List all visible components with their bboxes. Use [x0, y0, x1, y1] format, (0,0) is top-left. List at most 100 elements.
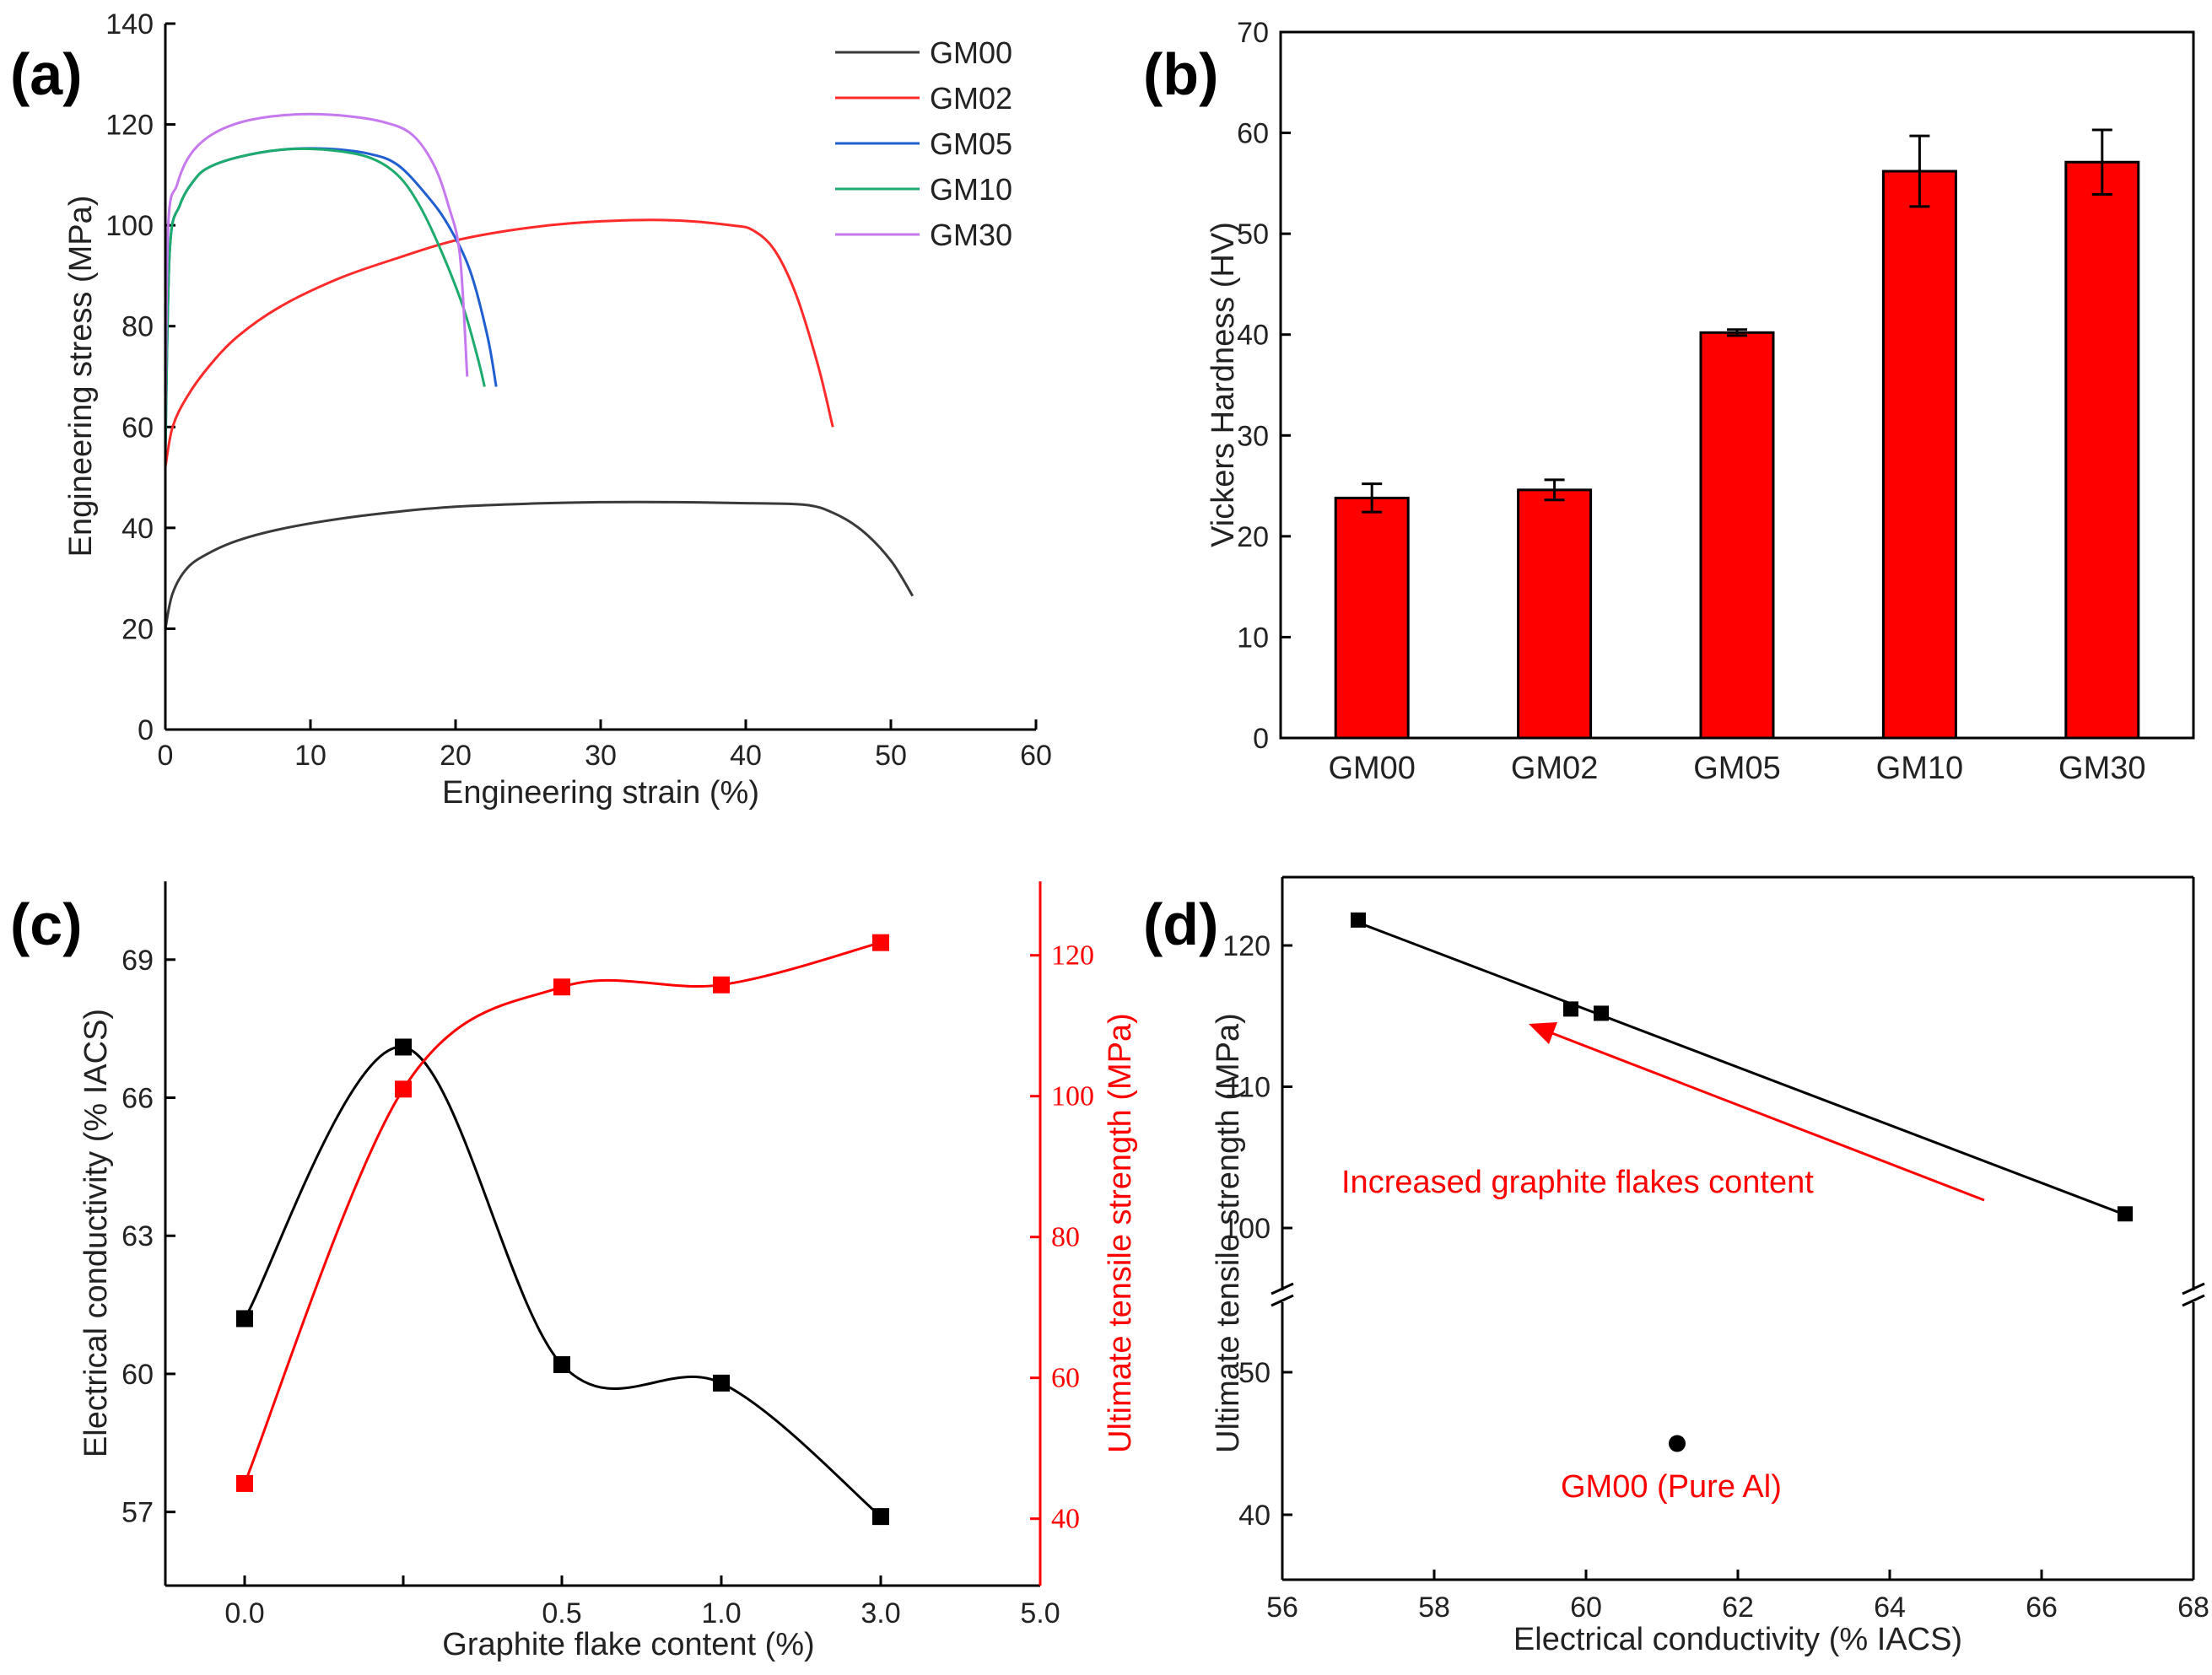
panel-c-ticks: 0.0 0.5 1.0 3.0 5.0 57 60 63 66 69 40 60 80 100 120 — [121, 940, 1094, 1629]
panel-b-ytick-label: 0 — [1253, 723, 1269, 755]
panel-c-marker-uts — [553, 978, 570, 996]
panel-d-ytick-label: 50 — [1238, 1357, 1271, 1389]
panel-d-marker-composite — [2118, 1206, 2133, 1222]
panel-c-label: (c) — [10, 891, 83, 957]
panel-d-xtick-label: 66 — [2026, 1592, 2058, 1624]
panel-b-frame — [1279, 30, 2195, 740]
panel-d: (d) 56 58 60 62 64 66 68 100 110 120 40 50 Electric… — [1143, 875, 2209, 1657]
panel-c-ylabel: Electrical conductivity (% IACS) — [78, 1009, 114, 1457]
panel-b-bar-gm10 — [1881, 170, 1957, 740]
panel-d-xtick-label: 60 — [1570, 1592, 1602, 1624]
panel-a-xtick-label: 10 — [294, 740, 326, 772]
panel-a-ytick-label: 40 — [121, 513, 154, 545]
panel-c-xtick-label: 0.5 — [542, 1597, 581, 1629]
panel-b-bars — [1334, 128, 2140, 740]
panel-a-legend-label-gm05: GM05 — [930, 127, 1012, 161]
panel-a-xtick-label: 30 — [585, 740, 617, 772]
panel-d-marker-composite — [1594, 1005, 1609, 1021]
panel-a-label: (a) — [10, 41, 83, 107]
panel-b-category-label: GM02 — [1511, 751, 1598, 786]
panel-a-xlabel: Engineering strain (%) — [442, 775, 759, 811]
panel-d-marker-composite — [1563, 1001, 1578, 1017]
panel-a-ticks: 0 10 20 30 40 50 60 0 20 40 60 80 100 120 140 — [105, 8, 1052, 772]
panel-c-ytick-right-label: 120 — [1051, 940, 1094, 972]
panel-d-ytick-label: 100 — [1222, 1213, 1271, 1245]
panel-d-marker-composite — [1351, 912, 1366, 928]
panel-c-lines — [236, 934, 889, 1526]
panel-a-xtick-label: 20 — [440, 740, 472, 772]
panel-c-marker-uts — [395, 1080, 412, 1098]
panel-b-bar-gm05 — [1699, 331, 1775, 740]
panel-d-ytick-label: 40 — [1238, 1500, 1271, 1532]
panel-c-ytick-label: 66 — [121, 1083, 154, 1115]
panel-d-ytick-label: 120 — [1222, 930, 1271, 962]
panel-c: (c) 0.0 0.5 1.0 3.0 5.0 57 60 63 66 69 40 60 80 100 12… — [10, 881, 1138, 1662]
panel-d-xtick-label: 58 — [1418, 1592, 1450, 1624]
panel-a-legend: GM00 GM02 GM05 GM10 GM30 — [835, 35, 1012, 252]
panel-a-legend-label-gm00: GM00 — [930, 35, 1012, 70]
panel-b-ytick-label: 70 — [1237, 17, 1269, 49]
panel-c-series-line-conductivity — [243, 1045, 882, 1518]
panel-a-ytick-label: 140 — [105, 8, 154, 40]
panel-c-ytick-label: 63 — [121, 1220, 154, 1252]
panel-c-ytick-right-label: 60 — [1051, 1363, 1080, 1394]
panel-a-ylabel: Engineering stress (MPa) — [63, 196, 99, 557]
panel-c-marker-conductivity — [553, 1356, 570, 1374]
panel-c-ytick-label: 57 — [121, 1497, 154, 1529]
panel-c-ytick-label: 69 — [121, 945, 154, 977]
panel-b-bar-gm30 — [2064, 160, 2140, 740]
panel-b-ytick-label: 60 — [1237, 118, 1269, 150]
panel-c-ytick-right-label: 100 — [1051, 1081, 1094, 1112]
panel-a-ytick-label: 100 — [105, 210, 154, 242]
panel-b-category-label: GM05 — [1693, 751, 1780, 786]
panel-b-bar-gm00 — [1334, 496, 1410, 740]
panel-c-series-line-uts — [243, 941, 882, 1484]
panel-d-arrow-head — [1529, 1022, 1557, 1044]
panel-c-xtick-label: 1.0 — [701, 1597, 741, 1629]
panel-d-fit-line — [1357, 921, 2126, 1216]
panel-a-series-gm02 — [164, 218, 834, 468]
panel-a-ytick-label: 120 — [105, 110, 154, 142]
panel-b-category-label: GM30 — [2058, 751, 2145, 786]
panel-c-xtick-label: 0.0 — [224, 1597, 264, 1629]
panel-a-lines — [164, 112, 914, 629]
panel-d-ticks: 56 58 60 62 64 66 68 100 110 120 40 50 — [1222, 930, 2209, 1624]
panel-d-ytick-label: 110 — [1225, 1072, 1271, 1104]
panel-a-ytick-label: 80 — [121, 311, 154, 343]
panel-a-legend-label-gm02: GM02 — [930, 81, 1012, 116]
panel-d-xtick-label: 62 — [1722, 1592, 1754, 1624]
panel-a-series-gm30 — [164, 112, 469, 428]
panel-d-ylabel: Ultimate tensile strength (MPa) — [1211, 1013, 1246, 1453]
panel-c-marker-conductivity — [872, 1508, 889, 1526]
panel-b-ylabel: Vickers Hardness (HV) — [1206, 222, 1241, 547]
panel-a: (a) 0 10 20 30 40 50 60 0 20 40 60 80 100 120 140 Engi… — [10, 8, 1052, 811]
panel-a-ytick-label: 20 — [121, 613, 154, 645]
panel-d-xlabel: Electrical conductivity (% IACS) — [1513, 1622, 1962, 1657]
panel-c-marker-conductivity — [236, 1310, 253, 1328]
panel-a-xtick-label: 60 — [1020, 740, 1052, 772]
panel-a-xtick-label: 40 — [730, 740, 762, 772]
panel-c-ytick-right-label: 40 — [1051, 1504, 1080, 1535]
panel-b-ytick-label: 40 — [1237, 320, 1269, 352]
panel-a-series-gm10 — [164, 147, 486, 453]
panel-c-ytick-right-label: 80 — [1051, 1222, 1080, 1253]
panel-d-xtick-label: 56 — [1266, 1592, 1298, 1624]
panel-b-ytick-label: 20 — [1237, 521, 1269, 553]
panel-d-marks — [1351, 912, 2133, 1452]
panel-a-legend-label-gm30: GM30 — [930, 218, 1012, 252]
panel-c-marker-conductivity — [395, 1038, 412, 1056]
panel-c-ytick-label: 60 — [121, 1359, 154, 1391]
panel-b-category-label: GM10 — [1876, 751, 1963, 786]
panel-d-xtick-label: 68 — [2177, 1592, 2209, 1624]
panel-d-arrow-shaft — [1545, 1029, 1985, 1202]
panel-b-ytick-label: 10 — [1237, 622, 1269, 654]
panel-d-frame — [1271, 875, 2205, 1581]
panel-c-marker-uts — [713, 976, 730, 994]
panel-d-annotation-arrow-text: Increased graphite flakes content — [1341, 1165, 1814, 1200]
panel-d-label: (d) — [1143, 891, 1218, 957]
panel-d-xtick-label: 64 — [1874, 1592, 1906, 1624]
panel-c-ylabel-right: Ultimate tensile strength (MPa) — [1103, 1013, 1138, 1453]
panel-d-marker-pure-al — [1669, 1435, 1686, 1452]
